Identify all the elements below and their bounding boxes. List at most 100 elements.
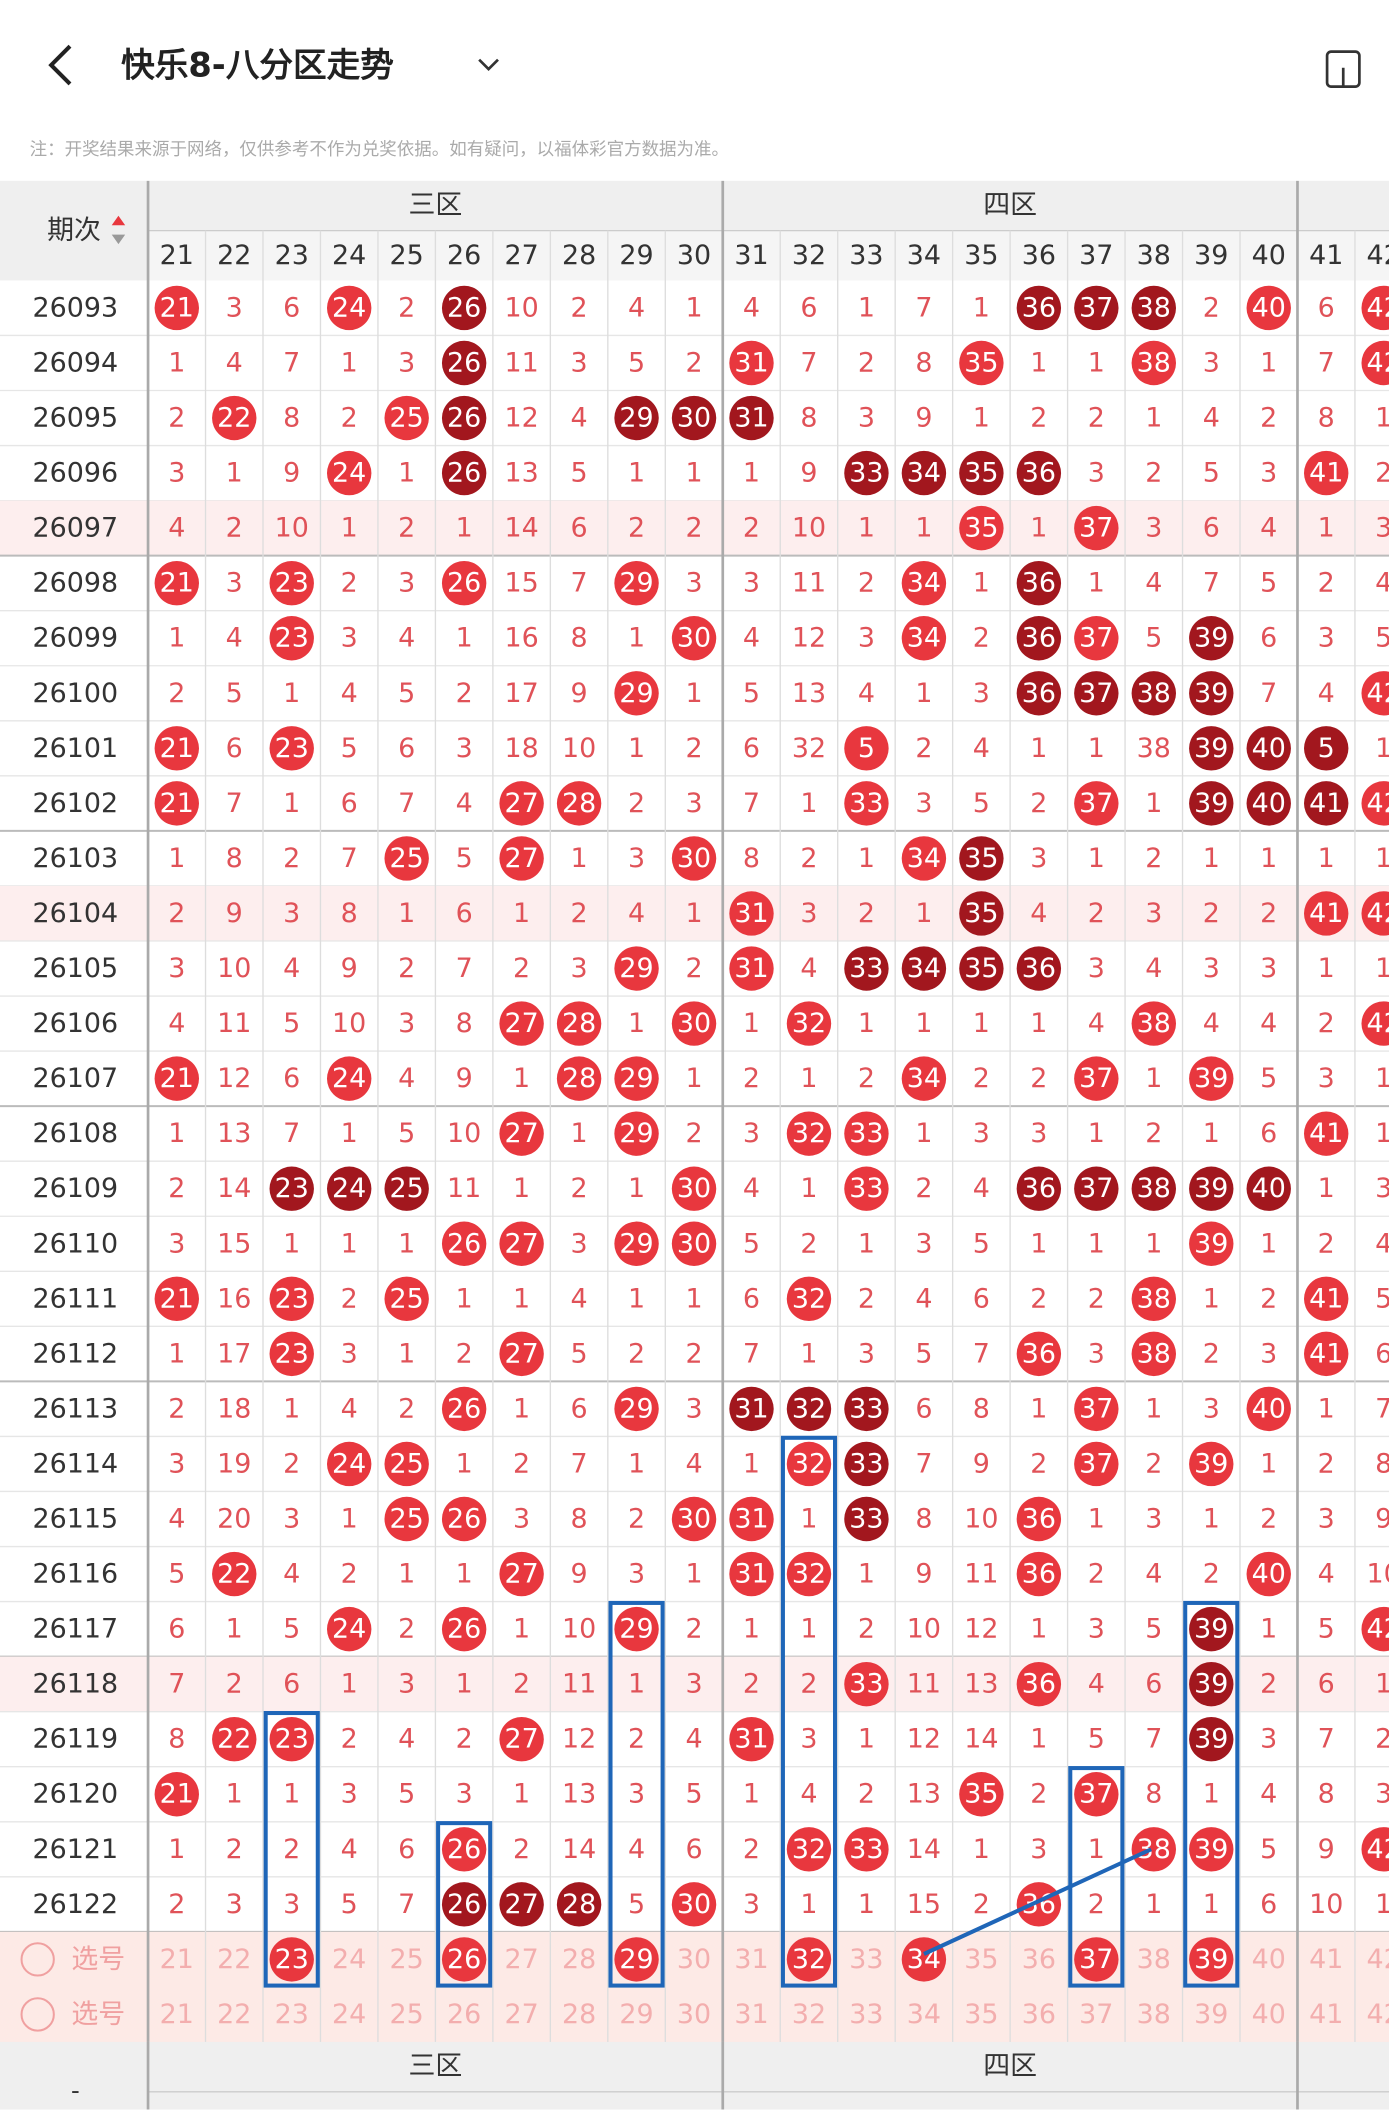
- cell-number: 3: [456, 733, 473, 764]
- ball-number: 21: [160, 1283, 194, 1314]
- ball-dark: [1189, 1166, 1234, 1211]
- cell-number: 4: [1260, 1008, 1277, 1039]
- cell-number: 3: [628, 1559, 645, 1590]
- cell-number: 14: [217, 1173, 251, 1204]
- ball-number: 27: [504, 1338, 538, 1369]
- cell-number: 3: [398, 568, 415, 599]
- ball-number: 24: [332, 292, 366, 323]
- ball-dark: [844, 1386, 889, 1432]
- ball: [154, 1056, 199, 1101]
- ball-number: 28: [562, 788, 596, 819]
- cell-number: 1: [1030, 513, 1047, 544]
- cell-number: 4: [1145, 953, 1162, 984]
- cell-number: 1: [1203, 1779, 1220, 1810]
- cell-number: 22: [217, 1944, 251, 1975]
- ball-number: 35: [964, 953, 998, 984]
- cell-number: 6: [973, 1283, 990, 1314]
- annotation-box: [1068, 1766, 1125, 1988]
- dropdown-toggle[interactable]: [478, 58, 499, 72]
- cell-number: 2: [1030, 788, 1047, 819]
- ball: [1074, 1441, 1119, 1487]
- period: 26093: [33, 292, 119, 323]
- cell-number: 30: [677, 1944, 711, 1975]
- cell-number: 41: [1309, 1999, 1343, 2030]
- ball-number: 34: [907, 843, 941, 874]
- cell-number: 3: [1260, 953, 1277, 984]
- ball: [1074, 505, 1119, 551]
- cell-number: 1: [283, 1779, 300, 1810]
- cell-number: 4: [226, 347, 243, 378]
- ball-number: 31: [734, 898, 768, 929]
- ball: [1361, 671, 1389, 716]
- period: 26120: [33, 1779, 119, 1810]
- period: 26108: [33, 1118, 119, 1149]
- ball: [1016, 1551, 1062, 1597]
- layout-toggle[interactable]: [1325, 50, 1361, 88]
- cell-number: 4: [1145, 1559, 1162, 1590]
- cell-number: 2: [1203, 1338, 1220, 1369]
- page-title: 快乐8-八分区走势: [121, 46, 394, 85]
- cell-number: 20: [217, 1504, 251, 1535]
- ball-number: 38: [1137, 1173, 1171, 1204]
- cell-number: 1: [743, 1448, 760, 1479]
- ball: [499, 1716, 544, 1762]
- ball-number: 5: [1318, 733, 1335, 764]
- ball-number: 26: [447, 292, 481, 323]
- ball-number: 39: [1194, 733, 1228, 764]
- cell-number: 5: [685, 1779, 702, 1810]
- cell-number: 3: [685, 1393, 702, 1424]
- cell-number: 1: [1203, 843, 1220, 874]
- ball: [1361, 891, 1389, 936]
- cell-number: 4: [571, 403, 588, 434]
- ball-number: 32: [792, 1393, 826, 1424]
- ball-number: 24: [332, 1063, 366, 1094]
- cell-number: 3: [456, 1779, 473, 1810]
- ball-dark: [1016, 285, 1062, 331]
- cell-number: 5: [743, 678, 760, 709]
- cell-number: 1: [858, 1889, 875, 1920]
- column-header: 36: [1022, 240, 1056, 271]
- ball-number: 37: [1079, 1779, 1113, 1810]
- cell-number: 1: [168, 843, 185, 874]
- select-label: 选号: [71, 1944, 125, 1975]
- ball-dark: [959, 891, 1004, 936]
- cell-number: 3: [800, 898, 817, 929]
- ball: [786, 1111, 832, 1156]
- column-header: 26: [447, 240, 481, 271]
- ball-number: 39: [1194, 1724, 1228, 1755]
- ball-number: 39: [1194, 623, 1228, 654]
- period: 26122: [33, 1889, 119, 1920]
- cell-number: 2: [1145, 1118, 1162, 1149]
- cell-number: 8: [226, 843, 243, 874]
- ball-dark: [441, 285, 487, 331]
- footer-left: -: [71, 2076, 80, 2104]
- cell-number: 1: [973, 1834, 990, 1865]
- cell-number: 1: [628, 1173, 645, 1204]
- select-radio[interactable]: [20, 1997, 55, 2032]
- cell-number: 2: [1260, 898, 1277, 929]
- cell-number: 10: [562, 1614, 596, 1645]
- ball-number: 39: [1194, 1228, 1228, 1259]
- ball-number: 41: [1309, 1338, 1343, 1369]
- cell-number: 1: [1145, 1889, 1162, 1920]
- ball-number: 32: [792, 1448, 826, 1479]
- cell-number: 2: [1318, 1008, 1335, 1039]
- cell-number: 4: [628, 1834, 645, 1865]
- cell-number: 3: [743, 568, 760, 599]
- ball-dark: [441, 1882, 487, 1927]
- cell-number: 22: [217, 1999, 251, 2030]
- ball: [614, 1056, 659, 1101]
- ball-number: 42: [1367, 347, 1389, 378]
- ball-number: 38: [1137, 347, 1171, 378]
- cell-number: 12: [907, 1724, 941, 1755]
- cell-number: 1: [1145, 788, 1162, 819]
- cell-number: 1: [1318, 1173, 1335, 1204]
- back-button[interactable]: [48, 44, 72, 86]
- cell-number: 4: [743, 292, 760, 323]
- cell-number: 1: [341, 347, 358, 378]
- cell-number: 1: [571, 1118, 588, 1149]
- ball: [154, 560, 199, 606]
- cell-number: 25: [390, 1999, 424, 2030]
- ball: [326, 1441, 372, 1487]
- select-radio[interactable]: [20, 1942, 55, 1977]
